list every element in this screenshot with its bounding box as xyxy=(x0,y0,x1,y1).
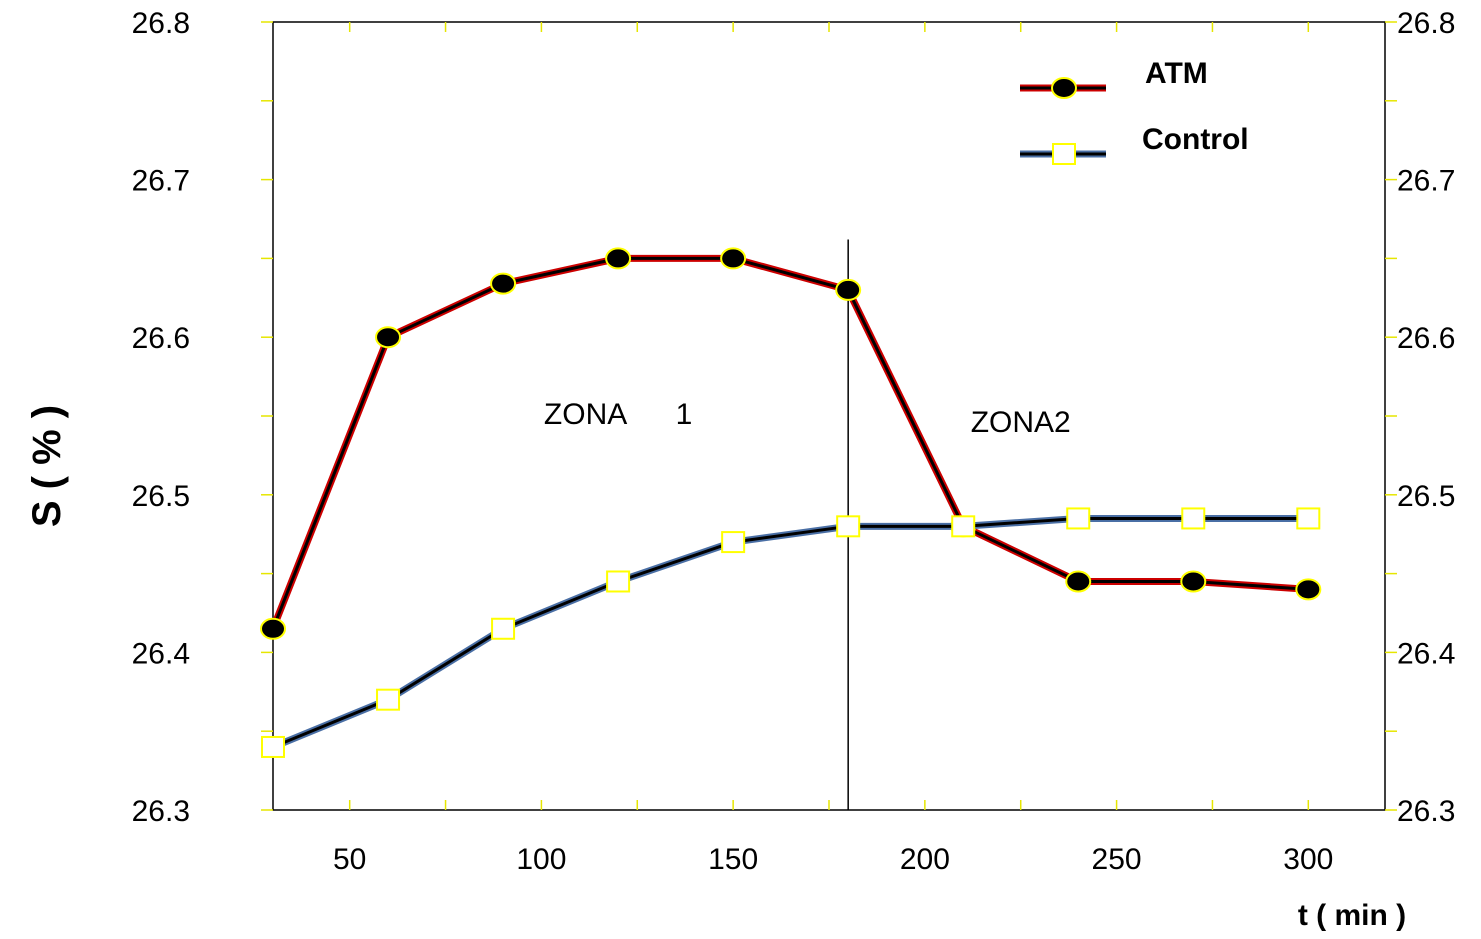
legend-item-atm: ATM xyxy=(1020,57,1208,99)
y-axis-title: S ( % ) xyxy=(25,405,69,527)
x-tick-label: 300 xyxy=(1283,843,1333,876)
series-line-outline xyxy=(269,254,1309,631)
data-point xyxy=(721,531,746,554)
data-point xyxy=(951,515,976,538)
x-tick-label: 200 xyxy=(900,843,950,876)
annotations: ZONA 1 ZONA2 xyxy=(544,398,1071,439)
legend-marker xyxy=(1052,143,1076,165)
y-tick-label-right: 26.6 xyxy=(1397,322,1455,355)
data-point xyxy=(606,570,631,593)
zone-label: ZONA 1 xyxy=(544,398,692,431)
data-point xyxy=(490,272,517,295)
legend: ATM Control xyxy=(1020,57,1249,165)
x-axis-title: t ( min ) xyxy=(1298,899,1406,932)
y-tick-label-right: 26.5 xyxy=(1397,480,1455,513)
legend-item-control: Control xyxy=(1020,123,1249,165)
data-point xyxy=(836,515,861,538)
data-point xyxy=(1180,570,1207,593)
series-line xyxy=(272,516,1309,749)
data-point xyxy=(605,247,632,270)
y-tick-label-left: 26.6 xyxy=(132,322,190,355)
minor-ticks xyxy=(261,21,1397,811)
data-point xyxy=(1296,507,1321,530)
y-axis-right: 26.3 26.4 26.5 26.6 26.7 26.8 xyxy=(1397,7,1455,828)
y-axis-left: 26.3 26.4 26.5 26.6 26.7 26.8 xyxy=(132,7,190,828)
x-tick-label: 250 xyxy=(1092,843,1142,876)
y-tick-label-left: 26.8 xyxy=(132,7,190,40)
x-tick-label: 150 xyxy=(708,843,758,876)
x-tick-label: 50 xyxy=(333,843,366,876)
data-point xyxy=(1295,578,1322,601)
series-control xyxy=(261,507,1321,758)
series-line xyxy=(271,256,1309,630)
y-tick-label-right: 26.7 xyxy=(1397,165,1455,198)
series-atm xyxy=(260,247,1322,640)
y-tick-label-right: 26.3 xyxy=(1397,795,1455,828)
data-point xyxy=(261,735,285,758)
data-point xyxy=(1181,507,1206,530)
data-point xyxy=(491,617,516,640)
y-tick-label-left: 26.5 xyxy=(132,480,190,513)
y-tick-label-left: 26.3 xyxy=(132,795,190,828)
legend-marker xyxy=(1051,77,1077,99)
data-point xyxy=(260,617,286,640)
legend-label: ATM xyxy=(1145,57,1208,90)
y-tick-label-right: 26.4 xyxy=(1397,637,1455,670)
series-line-outline xyxy=(271,514,1309,751)
legend-label: Control xyxy=(1142,123,1249,156)
data-point xyxy=(376,688,401,711)
data-point xyxy=(1066,507,1091,530)
y-tick-label-left: 26.4 xyxy=(132,637,190,670)
series-layer xyxy=(260,247,1322,758)
x-axis: 50 100 150 200 250 300 xyxy=(333,843,1333,876)
x-tick-label: 100 xyxy=(516,843,566,876)
zone-label: ZONA2 xyxy=(971,406,1071,439)
data-point xyxy=(375,326,402,349)
data-point xyxy=(835,278,862,301)
data-point xyxy=(720,247,747,270)
y-tick-label-left: 26.7 xyxy=(132,165,190,198)
data-point xyxy=(1065,570,1092,593)
y-tick-label-right: 26.8 xyxy=(1397,7,1455,40)
